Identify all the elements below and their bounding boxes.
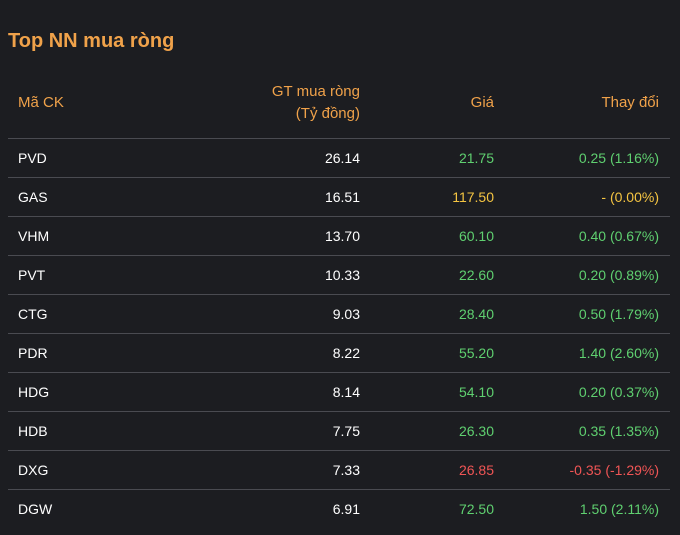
price-change: -0.35 (-1.29%) xyxy=(569,462,659,478)
stock-symbol: VHM xyxy=(18,228,50,244)
table-row[interactable]: PDR 8.22 55.20 1.40 (2.60%) xyxy=(8,334,670,373)
net-buy-value: 6.91 xyxy=(332,501,360,517)
stock-price: 26.85 xyxy=(458,462,494,478)
stock-price: 26.30 xyxy=(458,423,494,439)
table-row[interactable]: HDB 7.75 26.30 0.35 (1.35%) xyxy=(8,412,670,451)
table-row[interactable]: VHM 13.70 60.10 0.40 (0.67%) xyxy=(8,217,670,256)
column-header-net-buy-value-line1: GT mua ròng xyxy=(271,83,360,100)
price-change: - (0.00%) xyxy=(601,189,659,205)
stock-price: 72.50 xyxy=(458,501,494,517)
stock-price: 22.60 xyxy=(458,267,494,283)
stock-price: 117.50 xyxy=(452,189,494,205)
column-header-net-buy-value[interactable]: GT mua ròng (Tỷ đồng) xyxy=(272,81,360,125)
stock-price: 60.10 xyxy=(458,228,494,244)
net-buy-value: 16.51 xyxy=(324,189,360,205)
table-row[interactable]: HDG 8.14 54.10 0.20 (0.37%) xyxy=(8,373,670,412)
table-body: PVD 26.14 21.75 0.25 (1.16%) GAS 16.51 117.50 -… xyxy=(8,139,670,528)
net-buy-value: 7.75 xyxy=(332,423,360,439)
price-change: 0.25 (1.16%) xyxy=(578,150,659,166)
table-row[interactable]: GAS 16.51 117.50 - (0.00%) xyxy=(8,178,670,217)
price-change: 0.20 (0.37%) xyxy=(578,384,659,400)
stock-symbol: PVT xyxy=(18,267,46,283)
stock-symbol: PVD xyxy=(18,150,47,166)
net-buy-value: 8.14 xyxy=(332,384,360,400)
column-header-net-buy-value-line2: (Tỷ đồng) xyxy=(295,105,360,122)
stock-price: 54.10 xyxy=(458,384,494,400)
stock-symbol: CTG xyxy=(18,306,48,322)
table-row[interactable]: CTG 9.03 28.40 0.50 (1.79%) xyxy=(8,295,670,334)
stock-symbol: DXG xyxy=(18,462,49,478)
column-header-change[interactable]: Thay đổi xyxy=(601,94,659,111)
net-buy-value: 13.70 xyxy=(324,228,360,244)
price-change: 0.50 (1.79%) xyxy=(578,306,659,322)
table-row[interactable]: PVD 26.14 21.75 0.25 (1.16%) xyxy=(8,139,670,178)
table-row[interactable]: PVT 10.33 22.60 0.20 (0.89%) xyxy=(8,256,670,295)
foreign-net-buy-table: Mã CK GT mua ròng (Tỷ đồng) Giá Thay đổi… xyxy=(8,72,670,528)
stock-symbol: HDB xyxy=(18,423,48,439)
price-change: 1.50 (2.11%) xyxy=(579,501,659,517)
stock-symbol: DGW xyxy=(18,501,53,517)
stock-price: 21.75 xyxy=(458,150,494,166)
price-change: 0.20 (0.89%) xyxy=(578,267,659,283)
column-header-symbol[interactable]: Mã CK xyxy=(18,94,64,111)
price-change: 0.35 (1.35%) xyxy=(578,423,659,439)
column-header-price[interactable]: Giá xyxy=(470,94,494,111)
net-buy-value: 10.33 xyxy=(324,267,360,283)
stock-symbol: PDR xyxy=(18,345,48,361)
stock-price: 55.20 xyxy=(458,345,494,361)
widget-title: Top NN mua ròng xyxy=(8,30,175,52)
stock-symbol: HDG xyxy=(18,384,50,400)
net-buy-value: 8.22 xyxy=(332,345,360,361)
table-header: Mã CK GT mua ròng (Tỷ đồng) Giá Thay đổi xyxy=(8,72,670,139)
table-row[interactable]: DGW 6.91 72.50 1.50 (2.11%) xyxy=(8,490,670,528)
stock-price: 28.40 xyxy=(458,306,494,322)
net-buy-value: 9.03 xyxy=(332,306,360,322)
price-change: 0.40 (0.67%) xyxy=(578,228,659,244)
stock-symbol: GAS xyxy=(18,189,48,205)
table-row[interactable]: DXG 7.33 26.85 -0.35 (-1.29%) xyxy=(8,451,670,490)
net-buy-value: 7.33 xyxy=(332,462,360,478)
price-change: 1.40 (2.60%) xyxy=(578,345,659,361)
net-buy-value: 26.14 xyxy=(324,150,360,166)
